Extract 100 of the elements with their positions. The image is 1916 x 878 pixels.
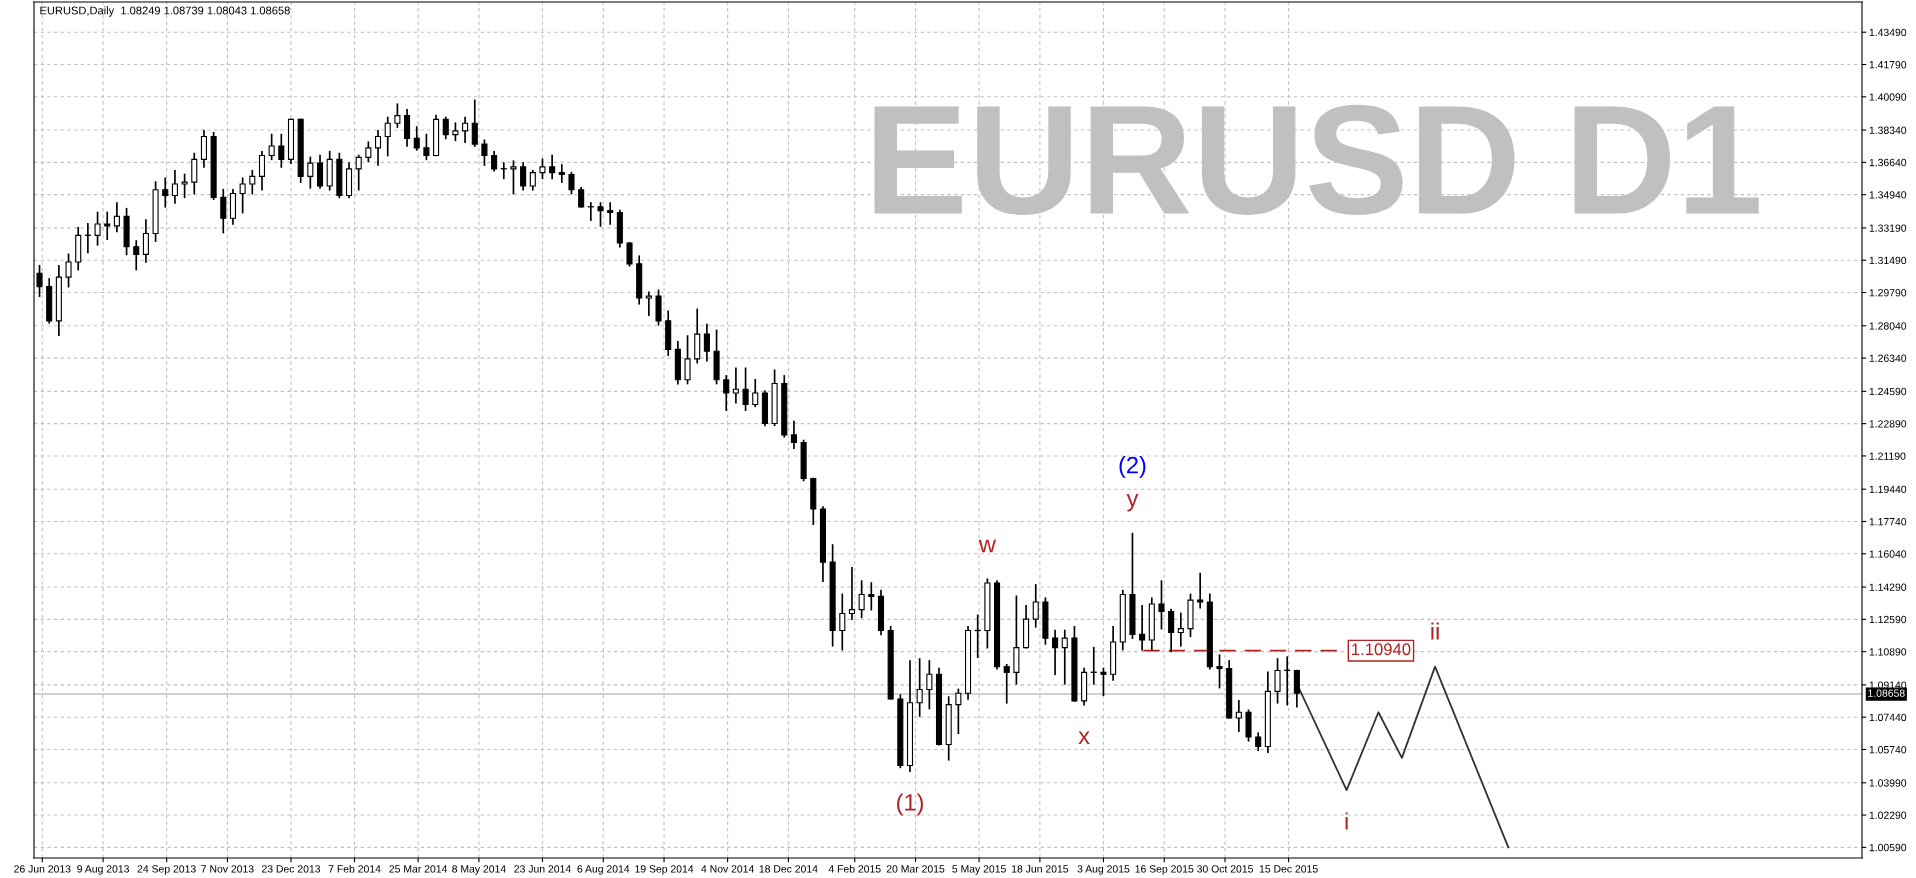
candlestick: [1061, 629, 1068, 685]
candlestick: [955, 688, 962, 734]
candlestick: [316, 154, 324, 189]
candlestick: [790, 420, 797, 449]
candlestick: [404, 109, 411, 147]
x-tick-label: 20 Mar 2015: [886, 865, 945, 873]
candlestick: [742, 367, 749, 411]
candlestick: [723, 375, 730, 411]
annotation: x: [1078, 731, 1090, 744]
x-tick-label: 6 Aug 2014: [577, 865, 630, 875]
candlestick: [200, 129, 207, 168]
x-tick-label: 7 Feb 2014: [328, 864, 381, 873]
candlestick: [258, 150, 266, 191]
y-tick-label: 1.36640: [1869, 158, 1907, 167]
candlestick: [645, 291, 652, 316]
y-tick-label: 1.00590: [1869, 843, 1907, 852]
candlestick: [384, 116, 391, 157]
y-tick-label: 1.38340: [1869, 126, 1907, 134]
x-tick-label: 4 Feb 2015: [828, 864, 881, 873]
x-tick-label: 4 Nov 2014: [701, 865, 754, 873]
x-tick-label: 9 Aug 2013: [77, 865, 129, 875]
candlestick: [568, 171, 575, 195]
candlestick: [858, 580, 865, 619]
candlestick: [307, 156, 314, 189]
x-tick-label: 16 Sep 2015: [1135, 865, 1194, 875]
candlestick: [848, 567, 856, 620]
candlestick: [84, 223, 91, 254]
x-tick-label: 30 Oct 2015: [1197, 865, 1253, 873]
y-tick-label: 1.41790: [1869, 61, 1907, 69]
candlestick: [365, 141, 372, 163]
candlestick: [413, 126, 420, 151]
candlestick: [375, 129, 382, 166]
candlestick: [752, 378, 759, 408]
candlestick: [423, 133, 430, 161]
candlestick: [249, 169, 256, 195]
candlestick: [104, 211, 111, 240]
candlestick: [916, 658, 923, 717]
candlestick: [1139, 605, 1146, 651]
annotation: ii: [1431, 622, 1439, 640]
y-tick-label: 1.19440: [1869, 485, 1907, 494]
annotation: y: [1126, 494, 1139, 512]
candlestick: [684, 335, 691, 385]
y-tick-label: 1.16040: [1869, 550, 1907, 558]
y-tick-label: 1.07440: [1869, 713, 1907, 722]
candlestick: [65, 253, 72, 288]
candlestick: [142, 219, 149, 263]
x-tick-label: 5 May 2015: [952, 865, 1006, 875]
candlestick: [597, 202, 604, 227]
candlestick: [355, 154, 362, 191]
x-tick-label: 23 Jun 2014: [514, 865, 571, 873]
candlestick: [220, 188, 227, 234]
candlestick: [539, 158, 546, 180]
x-tick-label: 18 Jun 2015: [1012, 865, 1069, 873]
candlestick: [703, 323, 710, 362]
annotation: i: [1345, 812, 1348, 830]
y-tick-label: 1.40090: [1869, 93, 1907, 101]
y-tick-label: 1.05740: [1869, 746, 1907, 754]
y-tick-label: 1.10890: [1869, 648, 1907, 656]
x-tick-label: 7 Nov 2013: [201, 865, 254, 873]
candlestick: [133, 240, 140, 271]
candlestick: [549, 154, 556, 180]
annotation: w: [978, 539, 996, 553]
candlestick: [268, 133, 275, 161]
candlestick: [626, 242, 633, 267]
candlestick: [510, 160, 517, 195]
candlestick: [471, 99, 478, 147]
candlestick: [868, 582, 875, 611]
y-tick-label: 1.24590: [1869, 387, 1907, 396]
candlestick: [839, 593, 846, 651]
y-tick-label: 1.02290: [1869, 811, 1907, 819]
candlestick: [1274, 658, 1281, 704]
y-tick-label: 1.22890: [1869, 420, 1907, 428]
candlestick: [462, 116, 469, 144]
candlestick: [113, 202, 120, 233]
candlestick: [162, 177, 169, 208]
candlestick: [1293, 669, 1300, 708]
chart-title: EURUSD,Daily 1.08249 1.08739 1.08043 1.08658: [40, 6, 290, 17]
candlestick: [578, 186, 585, 208]
candlestick: [394, 103, 401, 128]
candlestick: [926, 660, 933, 710]
y-tick-label: 1.28040: [1869, 322, 1907, 330]
x-tick-label: 8 May 2014: [452, 865, 506, 875]
x-tick-label: 24 Sep 2013: [137, 865, 196, 875]
candlestick: [607, 202, 614, 225]
candlestick: [558, 164, 565, 183]
y-tick-label: 1.31490: [1869, 256, 1907, 265]
candlestick: [1003, 663, 1010, 704]
candlestick: [1100, 667, 1107, 696]
y-tick-label: 1.12590: [1869, 615, 1907, 624]
ref-line-label: 1.08658: [1868, 689, 1905, 697]
y-tick-label: 1.33190: [1869, 224, 1907, 232]
candlestick: [1168, 608, 1175, 653]
annotation: (1): [897, 793, 923, 816]
y-tick-label: 1.29790: [1869, 289, 1907, 297]
candlestick: [94, 211, 101, 246]
candlestick: [181, 173, 188, 199]
y-tick-label: 1.09140: [1869, 681, 1907, 689]
candlestick: [1235, 700, 1242, 733]
candlestick: [191, 152, 198, 195]
x-tick-label: 23 Dec 2013: [261, 865, 321, 873]
